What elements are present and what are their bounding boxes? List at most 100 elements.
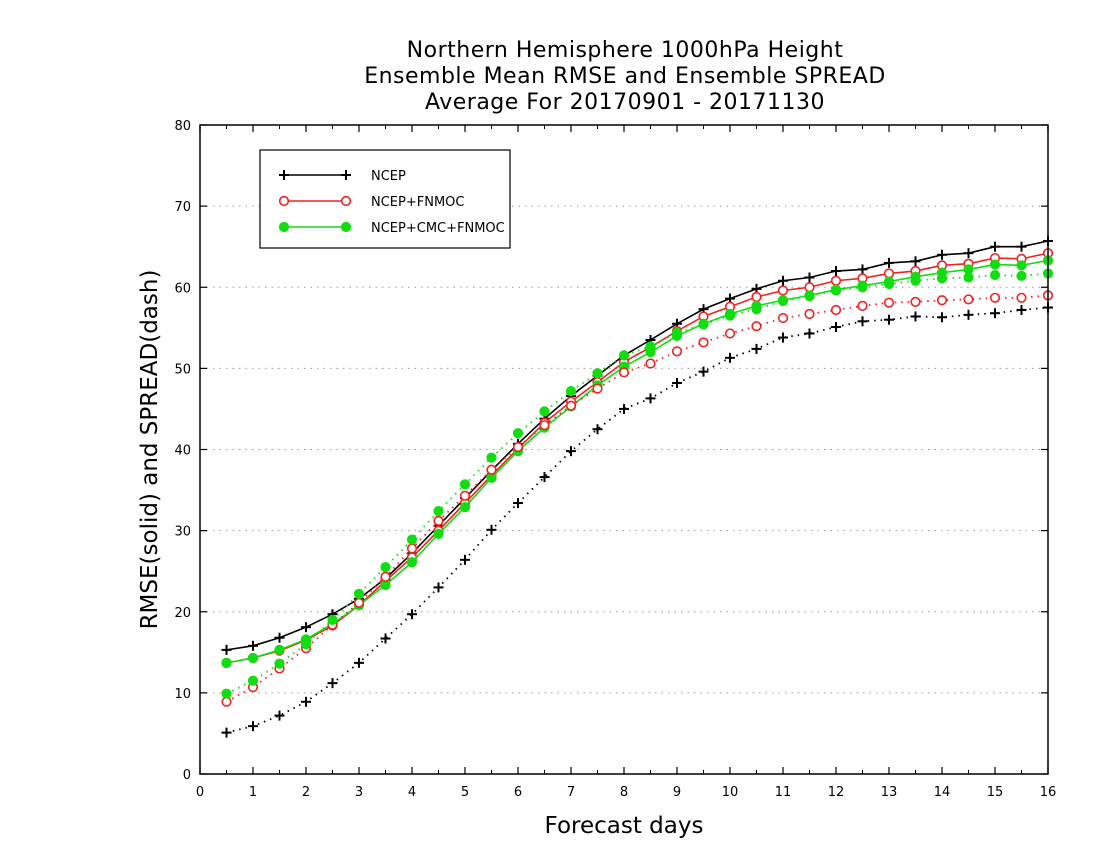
data-point	[990, 308, 1000, 319]
data-point	[883, 297, 895, 308]
x-tick-label: 9	[673, 785, 681, 800]
series-line-ncep-cmc-fnmoc	[226, 259, 1049, 664]
x-tick-label: 10	[722, 785, 739, 800]
data-point	[221, 688, 232, 699]
data-point	[883, 278, 895, 290]
data-point	[486, 452, 497, 463]
data-point	[512, 441, 524, 453]
y-tick-label: 70	[174, 200, 191, 215]
data-point	[327, 678, 338, 689]
data-point	[963, 248, 974, 259]
data-point	[221, 644, 232, 655]
data-point	[937, 312, 947, 323]
data-point	[301, 622, 311, 633]
data-point	[884, 257, 894, 268]
data-point	[406, 557, 418, 568]
x-axis-label: Forecast days	[545, 813, 704, 839]
data-point	[565, 385, 577, 397]
data-point	[751, 291, 762, 303]
data-point	[857, 300, 868, 312]
data-point	[990, 241, 1000, 252]
data-point	[831, 322, 841, 333]
data-point	[777, 295, 789, 307]
data-point	[963, 294, 974, 305]
data-point	[459, 501, 471, 513]
y-tick-label: 0	[183, 768, 191, 783]
data-point	[830, 304, 842, 316]
data-point	[592, 424, 603, 435]
data-point	[1016, 304, 1027, 315]
legend-marker	[278, 221, 290, 233]
legend-marker	[340, 221, 352, 233]
data-point	[380, 633, 391, 644]
legend-marker	[341, 170, 351, 180]
data-point	[247, 675, 259, 686]
data-point	[380, 571, 391, 582]
x-tick-label: 0	[196, 785, 204, 800]
legend-label: NCEP	[371, 169, 406, 184]
data-point	[963, 272, 974, 283]
data-point	[618, 350, 630, 361]
data-point	[406, 543, 418, 554]
x-tick-label: 7	[567, 785, 575, 800]
data-point	[513, 498, 523, 509]
data-point	[672, 377, 682, 388]
data-point	[936, 295, 948, 306]
data-point	[963, 309, 974, 320]
y-tick-label: 30	[174, 525, 191, 540]
data-point	[406, 534, 418, 545]
data-point	[274, 658, 285, 669]
data-point	[1016, 270, 1027, 281]
y-tick-label: 40	[174, 444, 191, 459]
data-point	[937, 249, 947, 260]
data-point	[300, 639, 312, 650]
data-point	[433, 528, 444, 539]
data-point	[247, 652, 259, 664]
data-point	[592, 368, 603, 379]
data-point	[883, 268, 895, 279]
data-point	[671, 346, 683, 357]
data-point	[725, 352, 735, 363]
data-point	[698, 366, 709, 377]
y-axis-label: RMSE(solid) and SPREAD(dash)	[137, 270, 163, 630]
series-line-ncep-fnmoc	[226, 252, 1049, 664]
data-point	[777, 285, 789, 296]
data-point	[407, 609, 417, 620]
x-tick-label: 11	[775, 785, 792, 800]
series-line-ncep-spread	[226, 306, 1049, 734]
data-point	[804, 308, 815, 320]
legend-item: NCEP+FNMOC	[278, 195, 464, 210]
data-point	[857, 282, 868, 293]
data-point	[804, 272, 815, 283]
legend-box	[259, 149, 511, 249]
legend-marker	[279, 170, 289, 180]
data-point	[433, 582, 444, 593]
data-point	[724, 328, 736, 339]
data-point	[274, 644, 285, 655]
data-point	[751, 304, 762, 315]
data-point	[459, 479, 471, 490]
data-point	[433, 515, 444, 526]
y-tick-label: 20	[174, 606, 191, 621]
y-tick-label: 60	[174, 281, 191, 296]
data-point	[645, 358, 656, 369]
data-point	[248, 640, 258, 651]
x-tick-label: 13	[881, 785, 898, 800]
data-point	[831, 266, 841, 277]
legend-label: NCEP+FNMOC	[371, 195, 464, 210]
x-tick-label: 14	[934, 785, 951, 800]
legend-marker	[340, 195, 352, 207]
chart-title-line-3: Average For 20170901 - 20171130	[424, 90, 826, 115]
data-point	[645, 393, 656, 404]
data-point	[512, 428, 524, 439]
x-tick-label: 12	[828, 785, 845, 800]
data-point	[539, 472, 550, 483]
data-point	[380, 562, 391, 573]
data-point	[274, 710, 285, 721]
data-point	[565, 400, 577, 411]
data-point	[221, 657, 232, 668]
data-point	[857, 264, 868, 275]
data-point	[433, 506, 444, 517]
data-point	[1016, 260, 1027, 271]
